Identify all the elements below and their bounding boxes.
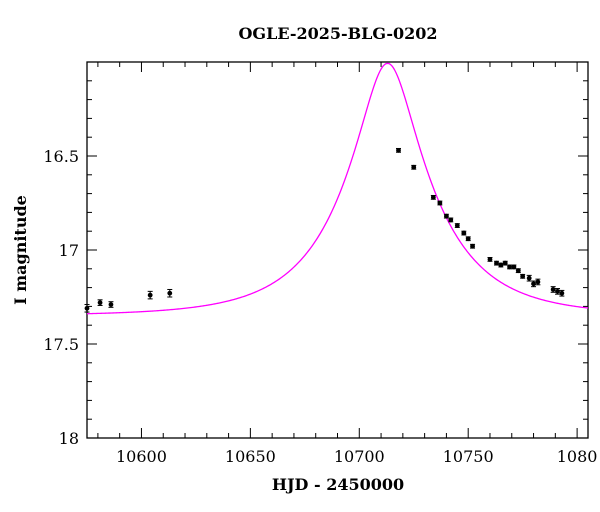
data-point [559, 290, 565, 296]
data-point [526, 275, 532, 281]
data-point [511, 264, 517, 270]
data-point [502, 260, 508, 266]
data-point [147, 292, 153, 298]
data-point [108, 302, 114, 307]
y-tick-label: 17 [59, 241, 79, 260]
data-point [520, 273, 526, 279]
data-point [396, 147, 401, 153]
data-point [454, 223, 460, 228]
data-point [555, 288, 560, 294]
data-point [531, 281, 536, 287]
y-tick-label: 17.5 [43, 335, 79, 354]
x-tick-label: 10750 [443, 447, 494, 466]
data-point [498, 262, 504, 268]
x-tick-label: 10700 [334, 447, 385, 466]
data-point [444, 213, 449, 219]
data-point [487, 257, 493, 262]
y-tick-label: 18 [59, 429, 79, 448]
y-axis-label: I magnitude [11, 195, 30, 305]
data-point [507, 264, 512, 270]
data-point [411, 164, 417, 170]
chart-title: OGLE-2025-BLG-0202 [238, 24, 437, 43]
data-point [494, 260, 499, 266]
data-point [430, 194, 436, 200]
y-tick-label: 16.5 [43, 147, 79, 166]
data-point [167, 290, 173, 296]
model-curve [86, 62, 589, 315]
data-point [437, 200, 443, 206]
plot-frame [86, 61, 589, 439]
x-tick-label: 1080 [557, 447, 598, 466]
data-point [461, 230, 467, 236]
data-point [465, 236, 471, 242]
data-point [448, 217, 454, 223]
x-tick-label: 10650 [225, 447, 276, 466]
data-point [470, 243, 475, 249]
data-point [97, 300, 103, 306]
plot-area: 10600 10650 10700 10750 1080 16.5 17 17.5 18 [43, 61, 598, 466]
x-axis-label: HJD - 2450000 [272, 475, 404, 494]
data-point [515, 268, 521, 274]
x-tick-label: 10600 [116, 447, 167, 466]
data-point [84, 305, 90, 311]
data-point [550, 287, 556, 292]
data-point [535, 279, 541, 285]
